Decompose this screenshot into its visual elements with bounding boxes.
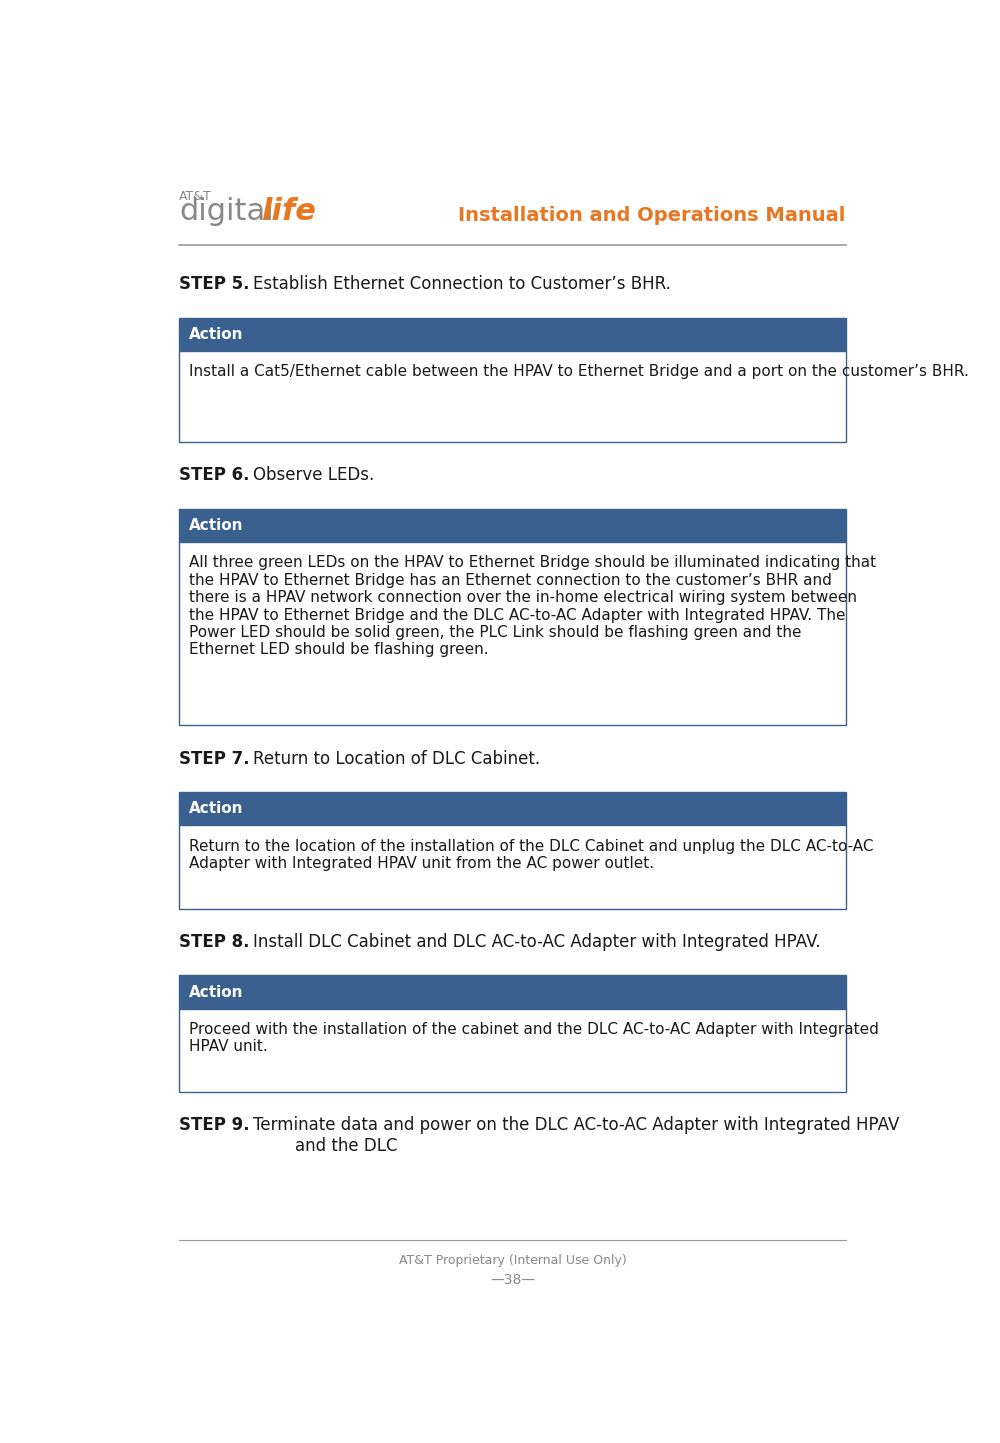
Text: Installation and Operations Manual: Installation and Operations Manual	[458, 206, 846, 225]
Text: STEP 9.: STEP 9.	[179, 1117, 250, 1134]
Text: Install a Cat5/Ethernet cable between the HPAV to Ethernet Bridge and a port on : Install a Cat5/Ethernet cable between th…	[189, 364, 968, 380]
FancyBboxPatch shape	[179, 317, 846, 351]
FancyBboxPatch shape	[179, 792, 846, 825]
Text: AT&T: AT&T	[179, 190, 212, 203]
Text: Return to Location of DLC Cabinet.: Return to Location of DLC Cabinet.	[253, 750, 540, 768]
Text: digital: digital	[179, 198, 274, 227]
Text: STEP 7.: STEP 7.	[179, 750, 250, 768]
FancyBboxPatch shape	[179, 351, 846, 442]
Text: Action: Action	[189, 801, 243, 817]
FancyBboxPatch shape	[179, 975, 846, 1009]
Text: STEP 6.: STEP 6.	[179, 466, 250, 485]
Text: Action: Action	[189, 984, 243, 1000]
Text: Install DLC Cabinet and DLC AC-to-AC Adapter with Integrated HPAV.: Install DLC Cabinet and DLC AC-to-AC Ada…	[253, 934, 820, 951]
Text: Action: Action	[189, 518, 243, 532]
Text: Observe LEDs.: Observe LEDs.	[253, 466, 374, 485]
Text: All three green LEDs on the HPAV to Ethernet Bridge should be illuminated indica: All three green LEDs on the HPAV to Ethe…	[189, 556, 876, 658]
Text: —38—: —38—	[490, 1273, 535, 1287]
Text: STEP 5.: STEP 5.	[179, 276, 250, 293]
Text: Establish Ethernet Connection to Customer’s BHR.: Establish Ethernet Connection to Custome…	[253, 276, 671, 293]
Text: Return to the location of the installation of the DLC Cabinet and unplug the DLC: Return to the location of the installati…	[189, 838, 873, 872]
FancyBboxPatch shape	[179, 509, 846, 543]
Text: life: life	[261, 198, 316, 227]
Text: AT&T Proprietary (Internal Use Only): AT&T Proprietary (Internal Use Only)	[399, 1254, 626, 1267]
Text: Action: Action	[189, 326, 243, 342]
FancyBboxPatch shape	[179, 825, 846, 909]
FancyBboxPatch shape	[179, 1009, 846, 1092]
Text: STEP 8.: STEP 8.	[179, 934, 250, 951]
FancyBboxPatch shape	[179, 543, 846, 726]
Text: Proceed with the installation of the cabinet and the DLC AC-to-AC Adapter with I: Proceed with the installation of the cab…	[189, 1022, 878, 1055]
Text: Terminate data and power on the DLC AC-to-AC Adapter with Integrated HPAV
      : Terminate data and power on the DLC AC-t…	[253, 1117, 899, 1156]
